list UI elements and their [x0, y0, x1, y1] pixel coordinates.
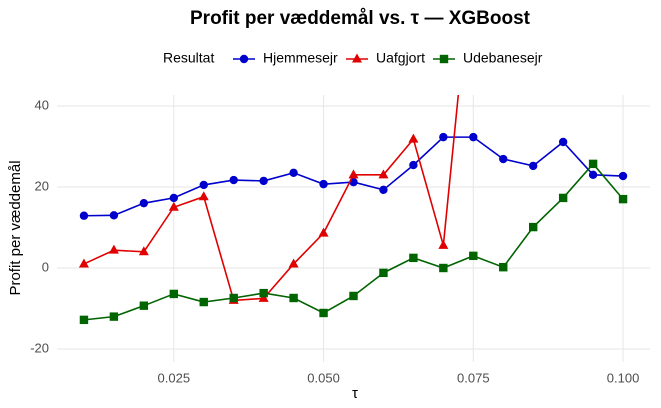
legend-marker: [352, 53, 362, 63]
point: [229, 175, 238, 185]
point: [138, 246, 149, 256]
point: [289, 293, 298, 303]
point: [618, 194, 628, 204]
legend-marker: [239, 54, 249, 64]
legend-label: Uafgjort: [376, 50, 425, 66]
point: [79, 315, 89, 325]
x-tick-label: 0.050: [307, 370, 340, 385]
y-tick-label: 40: [35, 97, 49, 112]
point: [558, 137, 568, 147]
legend-label: Hjemmesejr: [263, 50, 338, 66]
point: [469, 132, 478, 142]
x-axis-label: τ: [352, 385, 358, 402]
series-line: [83, 95, 460, 302]
x-tick-label: 0.025: [158, 370, 191, 385]
point: [348, 169, 359, 179]
point: [289, 168, 298, 177]
point: [229, 293, 238, 303]
point: [499, 154, 508, 164]
chart-title: Profit per væddemål vs. τ — XGBoost: [190, 8, 531, 29]
point: [168, 201, 179, 211]
point: [409, 160, 418, 170]
point: [438, 239, 449, 249]
point: [108, 244, 119, 254]
legend-marker: [439, 54, 449, 64]
point: [618, 171, 628, 181]
point: [588, 170, 598, 180]
y-axis-label: Profit per væddemål: [7, 160, 24, 295]
point: [409, 253, 418, 263]
point: [199, 297, 208, 307]
point: [258, 292, 269, 302]
point: [378, 169, 389, 179]
point: [439, 263, 448, 273]
legend-title: Resultat: [163, 50, 214, 66]
y-tick-label: 20: [35, 178, 49, 193]
point: [558, 193, 568, 203]
point: [169, 289, 179, 299]
point: [499, 262, 508, 272]
point: [199, 180, 208, 190]
point: [379, 185, 388, 195]
point: [469, 251, 478, 261]
legend-label: Udebanesejr: [463, 50, 543, 66]
point: [198, 191, 209, 201]
point: [588, 159, 598, 169]
x-tick-label: 0.100: [607, 370, 640, 385]
point: [318, 227, 329, 237]
point: [109, 312, 119, 321]
point: [528, 222, 538, 232]
point: [78, 258, 89, 268]
point: [379, 268, 388, 278]
y-tick-label: 0: [42, 259, 49, 274]
point: [139, 198, 149, 208]
y-tick-label: -20: [30, 340, 49, 355]
point: [288, 258, 299, 268]
point: [259, 176, 268, 186]
x-tick-label: 0.075: [457, 370, 490, 385]
point: [439, 132, 448, 142]
point: [169, 193, 179, 203]
point: [319, 308, 328, 318]
point: [139, 301, 149, 310]
point: [259, 288, 268, 298]
point: [349, 291, 358, 301]
point: [319, 179, 328, 189]
point: [79, 211, 89, 220]
point: [408, 133, 419, 143]
point: [528, 161, 538, 171]
point: [109, 211, 119, 220]
